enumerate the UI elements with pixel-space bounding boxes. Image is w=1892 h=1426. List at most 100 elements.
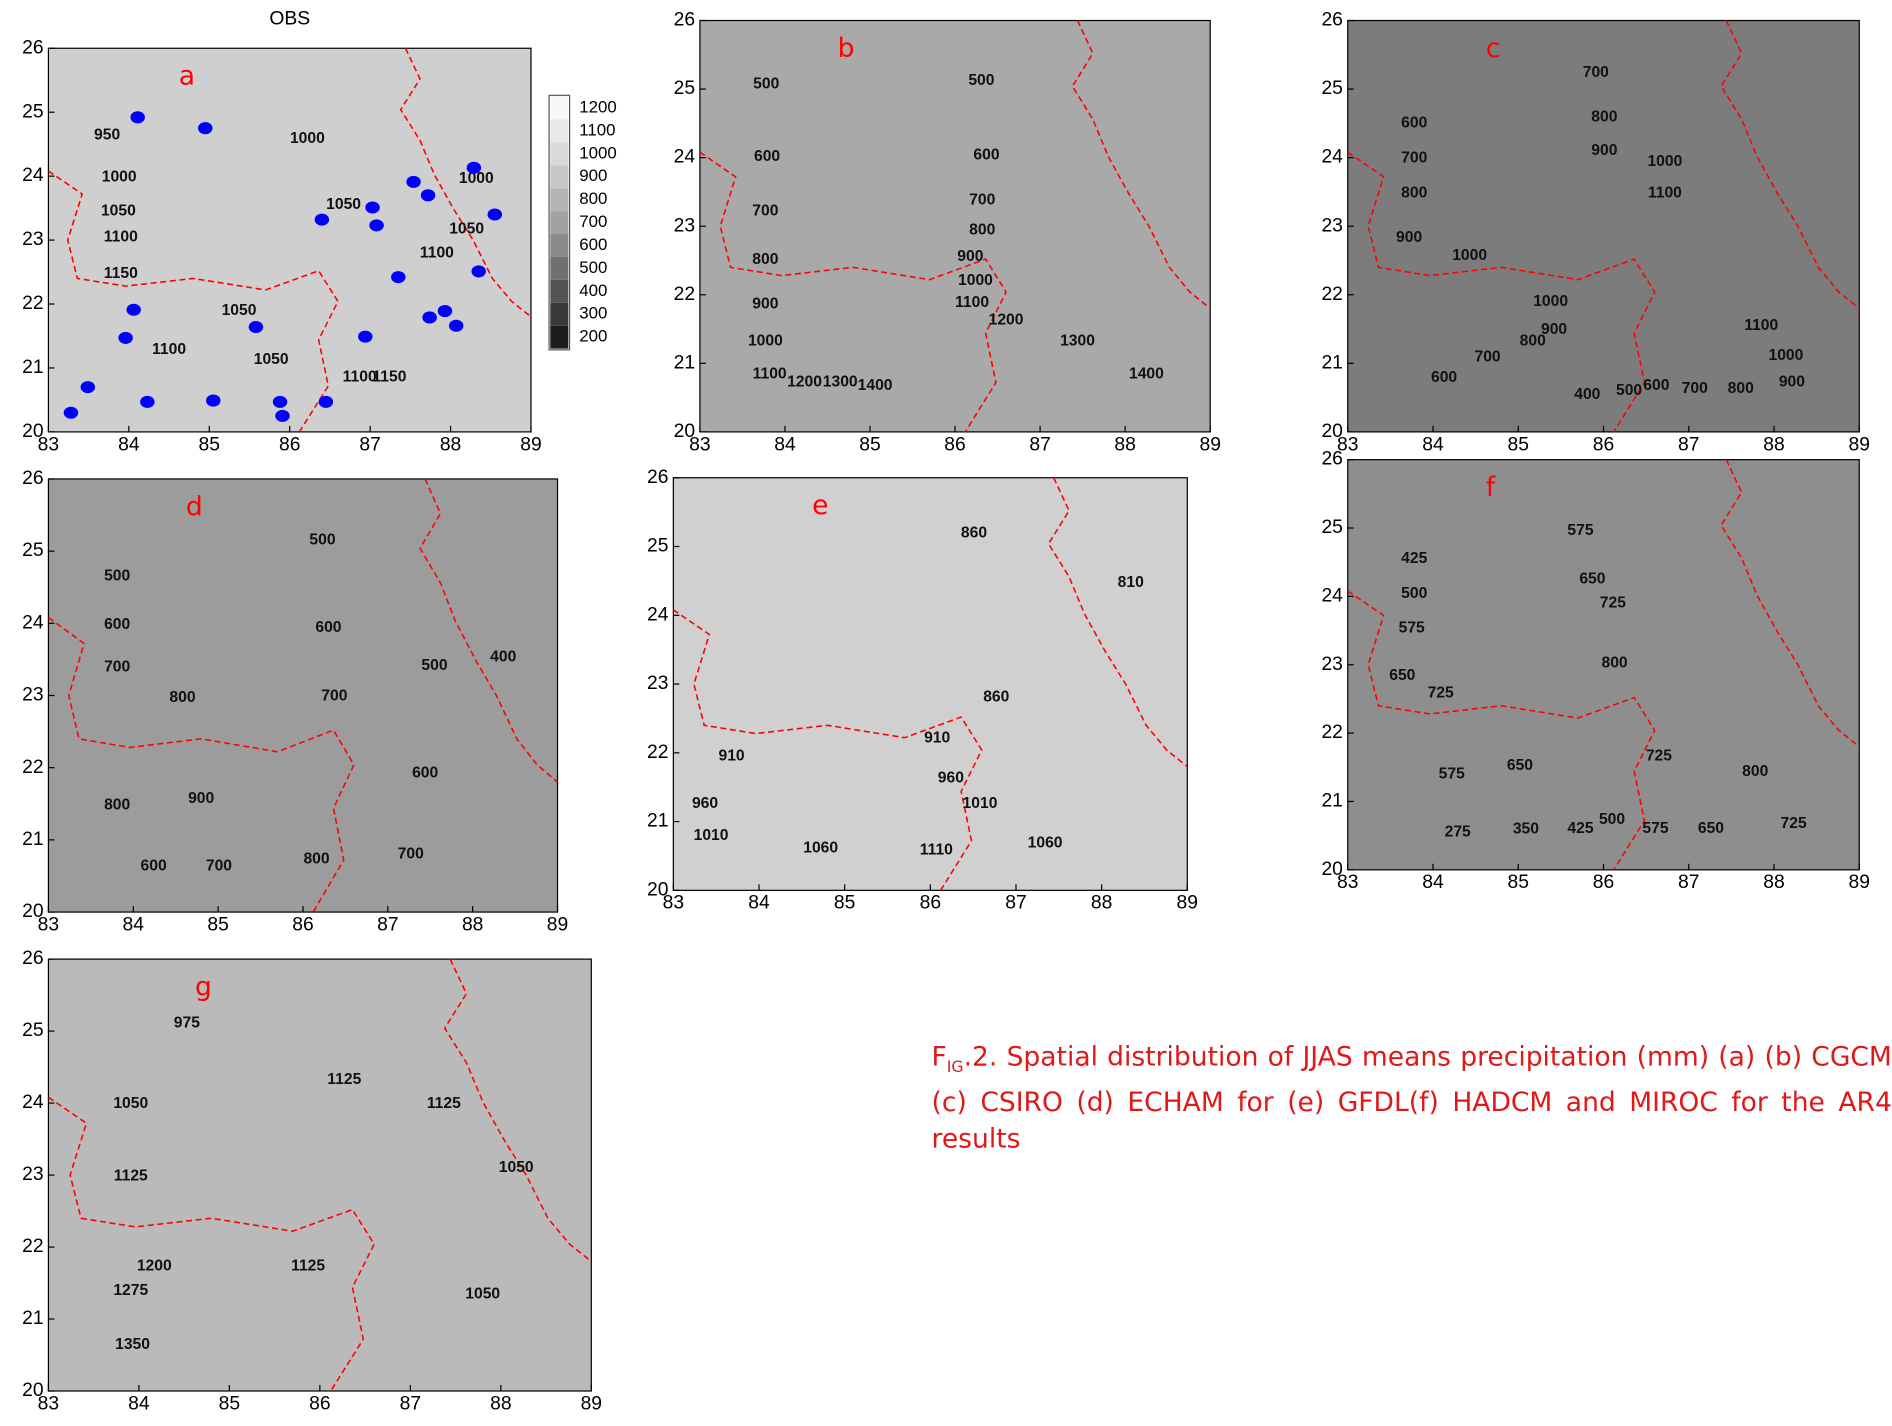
contour-label: 600 [412, 765, 438, 782]
contour-label: 1060 [1028, 835, 1063, 852]
contour-label: 1100 [343, 369, 377, 386]
x-tick-label: 86 [944, 434, 965, 455]
contour-label: 1010 [694, 827, 729, 844]
y-tick-label: 26 [647, 467, 668, 488]
x-tick-label: 89 [581, 1393, 602, 1414]
contour-label: 275 [1445, 823, 1471, 840]
y-tick-label: 25 [674, 78, 695, 99]
contour-label: 1400 [858, 377, 893, 394]
panel-title: OBS [269, 8, 310, 29]
x-tick-label: 84 [748, 893, 770, 914]
x-tick-label: 86 [1593, 872, 1614, 893]
colorbar-label: 400 [579, 281, 607, 300]
x-tick-label: 86 [1593, 434, 1614, 455]
contour-label: 975 [174, 1014, 200, 1031]
map-panel: 83 84 85 86 87 88 89 20 21 22 23 24 25 26 700 600 700 800… [1321, 10, 1870, 456]
contour-label: 700 [1583, 64, 1609, 81]
station-dot [365, 201, 380, 214]
colorbar-swatch [550, 325, 569, 349]
y-tick-label: 22 [22, 757, 43, 778]
station-dot [422, 311, 437, 324]
x-tick-label: 84 [123, 914, 145, 935]
y-tick-label: 24 [22, 1092, 44, 1113]
y-tick-label: 24 [22, 612, 44, 633]
station-dot [448, 319, 464, 332]
y-tick-label: 25 [22, 1020, 43, 1041]
station-dot [130, 111, 145, 124]
colorbar-label: 600 [579, 235, 607, 254]
station-dot [391, 271, 406, 284]
x-tick-label: 87 [400, 1393, 421, 1414]
contour-label: 1100 [1744, 317, 1778, 334]
contour-label: 725 [1646, 747, 1672, 764]
y-tick-label: 25 [1321, 517, 1342, 538]
contour-label: 1125 [327, 1071, 361, 1088]
map-panel: 83 84 85 86 87 88 89 20 21 22 23 24 25 26 860 810 860 910… [647, 467, 1198, 914]
contour-label: 600 [1643, 377, 1669, 394]
x-tick-label: 86 [309, 1393, 330, 1414]
contour-label: 960 [692, 795, 718, 812]
contour-label: 800 [169, 689, 195, 706]
contour-label: 700 [1682, 380, 1708, 397]
contour-label: 1275 [113, 1282, 148, 1299]
contour-label: 500 [421, 657, 447, 674]
contour-label: 600 [1431, 369, 1457, 386]
colorbar-swatch [550, 165, 569, 189]
station-dot [206, 394, 221, 407]
contour-label: 575 [1439, 765, 1465, 782]
contour-label: 600 [141, 858, 167, 875]
panel-label: g [195, 972, 212, 1003]
plot-area [47, 958, 592, 1392]
contour-label: 900 [1779, 374, 1805, 391]
colorbar-label: 200 [579, 327, 607, 346]
contour-label: 1200 [787, 374, 822, 391]
colorbar-swatch [550, 302, 569, 326]
border-line [443, 958, 592, 1263]
contour-label: 900 [752, 296, 778, 313]
x-tick-label: 89 [547, 914, 568, 935]
y-tick-label: 25 [22, 540, 43, 561]
station-dot [248, 321, 264, 334]
contour-label: 700 [1474, 348, 1500, 365]
contour-label: 1300 [823, 374, 858, 391]
contour-label: 1100 [955, 294, 989, 311]
station-dot [198, 122, 213, 135]
contour-label: 900 [188, 790, 214, 807]
contour-label: 900 [1591, 142, 1617, 159]
contour-label: 400 [490, 648, 516, 665]
y-tick-label: 26 [22, 948, 43, 969]
y-tick-label: 22 [1321, 284, 1342, 305]
contour-label: 1050 [465, 1286, 500, 1303]
x-tick-label: 84 [118, 434, 140, 455]
contour-label: 1000 [958, 272, 993, 289]
contour-label: 800 [1728, 380, 1754, 397]
contour-label: 800 [752, 251, 778, 268]
contour-label: 1050 [222, 302, 257, 319]
y-tick-label: 26 [1321, 449, 1342, 470]
panel-label: f [1486, 472, 1496, 503]
y-tick-label: 22 [22, 293, 43, 314]
contour-label: 700 [969, 191, 995, 208]
border-line [47, 170, 339, 433]
station-dot [118, 331, 133, 344]
y-tick-label: 20 [674, 421, 695, 442]
station-dot [406, 175, 421, 188]
colorbar-label: 1100 [579, 120, 615, 139]
x-tick-label: 86 [292, 914, 313, 935]
contour-label: 1010 [963, 795, 998, 812]
caption-prefix: F [931, 1042, 947, 1073]
y-tick-label: 24 [647, 604, 669, 625]
x-tick-label: 89 [1849, 872, 1870, 893]
contour-label: 575 [1642, 820, 1668, 837]
map-panel: 83 84 85 86 87 88 89 20 21 22 23 24 25 26 950 1000 1050 1… [22, 8, 617, 455]
y-tick-label: 24 [22, 165, 44, 186]
plot-area [1347, 19, 1860, 433]
panel-label: a [179, 61, 195, 92]
contour-label: 500 [1401, 585, 1427, 602]
x-tick-label: 85 [834, 893, 855, 914]
contour-label: 910 [719, 747, 745, 764]
y-tick-label: 26 [22, 468, 43, 489]
contour-label: 700 [752, 202, 778, 219]
contour-label: 500 [309, 531, 335, 548]
x-tick-label: 83 [38, 914, 59, 935]
